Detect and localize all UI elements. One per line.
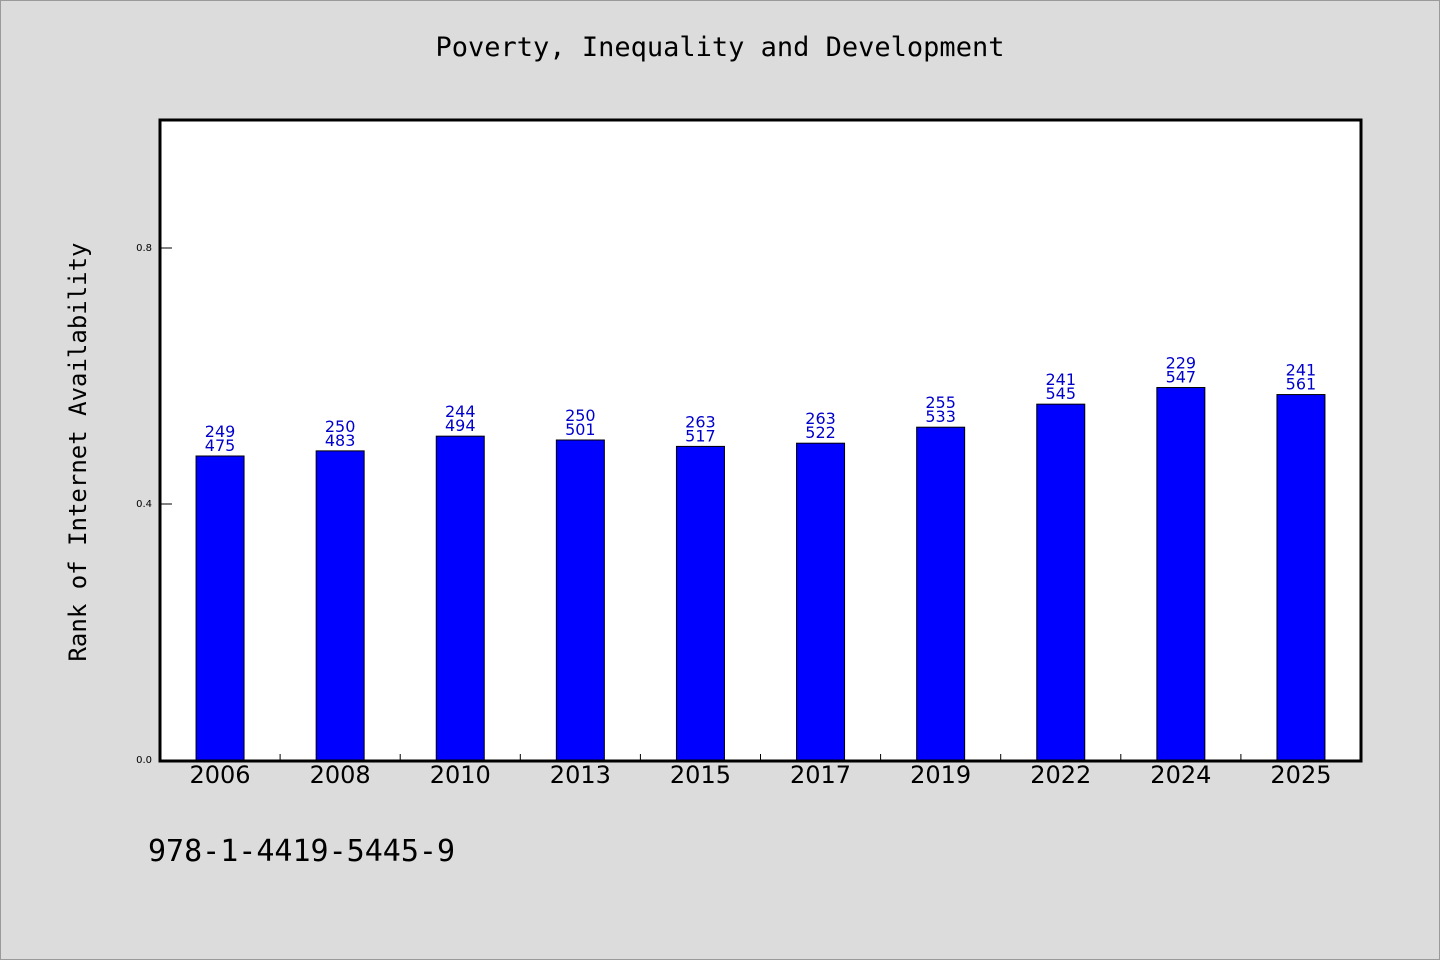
bar-2022 <box>1036 403 1086 761</box>
x-category-label: 2015 <box>670 761 731 789</box>
bar-label-bottom: 501 <box>565 420 596 439</box>
x-category-label: 2019 <box>910 761 971 789</box>
bar-2006 <box>195 455 245 761</box>
chart-title: Poverty, Inequality and Development <box>435 32 1005 63</box>
bar-label-bottom: 517 <box>685 426 716 445</box>
x-category-label: 2010 <box>430 761 491 789</box>
y-tick-label: 0.4 <box>136 499 152 510</box>
bar-label-bottom: 545 <box>1045 384 1076 403</box>
bar-label-bottom: 547 <box>1166 368 1197 387</box>
bar-label-bottom: 494 <box>445 416 476 435</box>
y-tick-label: 0.0 <box>136 755 152 766</box>
bar-label-top: 244 <box>445 402 476 421</box>
y-tick-label: 0.8 <box>136 243 152 254</box>
bar-2019 <box>916 426 966 761</box>
bar-2010 <box>435 435 485 761</box>
bar-label-bottom: 533 <box>925 407 956 426</box>
bar-label-top: 263 <box>685 412 716 431</box>
bar-2024 <box>1156 387 1206 761</box>
bar-label-bottom: 522 <box>805 423 836 442</box>
x-category-label: 2022 <box>1030 761 1091 789</box>
bar-2017 <box>796 442 846 761</box>
bar-2025 <box>1276 394 1326 761</box>
x-category-label: 2024 <box>1150 761 1211 789</box>
bar-label-bottom: 475 <box>205 436 236 455</box>
x-category-label: 2008 <box>310 761 371 789</box>
bar-2015 <box>675 445 725 761</box>
bar-label-bottom: 483 <box>325 431 356 450</box>
x-category-label: 2013 <box>550 761 611 789</box>
bar-label-top: 249 <box>205 422 236 441</box>
bar-2008 <box>315 450 365 761</box>
bar-label-top: 241 <box>1286 361 1317 380</box>
bar-label-top: 250 <box>325 417 356 436</box>
x-category-label: 2025 <box>1270 761 1331 789</box>
bar-2013 <box>555 439 605 761</box>
bar-label-top: 263 <box>805 409 836 428</box>
x-category-label: 2017 <box>790 761 851 789</box>
bar-label-bottom: 561 <box>1286 375 1317 394</box>
x-category-label: 2006 <box>190 761 251 789</box>
bar-label-top: 255 <box>925 393 956 412</box>
bar-label-top: 241 <box>1045 370 1076 389</box>
bar-label-top: 229 <box>1166 354 1197 373</box>
isbn-footer: 978-1-4419-5445-9 <box>148 834 456 869</box>
bar-label-top: 250 <box>565 406 596 425</box>
